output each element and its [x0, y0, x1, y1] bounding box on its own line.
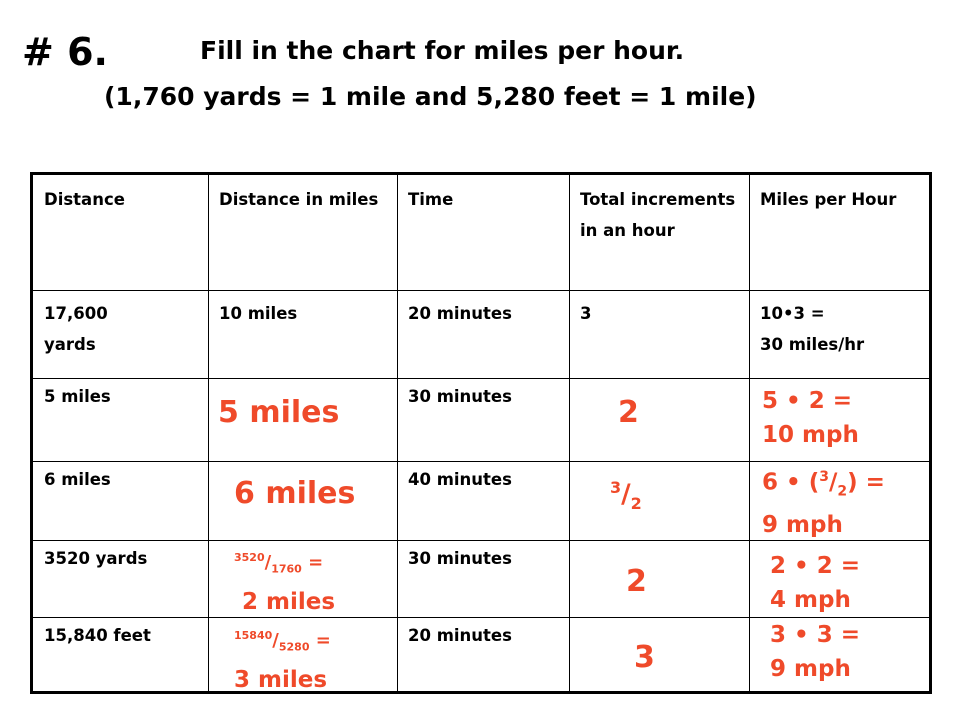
answer-line: 3520/1760 =	[234, 542, 335, 586]
row-divider	[33, 378, 929, 379]
answer-line: 6 • (3/2) =	[762, 460, 885, 508]
header-distance: Distance	[44, 190, 125, 209]
header-time: Time	[408, 190, 454, 209]
col-divider	[569, 175, 570, 691]
answer-r2-mph: 5 • 2 = 10 mph	[762, 384, 859, 452]
fraction-slash: /	[621, 479, 631, 510]
table-cell: 20 minutes	[408, 304, 512, 323]
answer-line: 10 mph	[762, 422, 859, 448]
table-cell: 10 miles	[219, 304, 298, 323]
fraction-denominator: 5280	[278, 640, 310, 654]
row-divider	[33, 617, 929, 618]
answer-line: 5 • 2 =	[762, 388, 853, 414]
fraction-numerator: 3520	[234, 551, 265, 564]
answer-line: 15840/5280 =	[234, 620, 331, 664]
table-cell: 15,840 feet	[44, 626, 151, 645]
fraction-denominator: 2	[837, 483, 848, 500]
fraction-denominator: 1760	[271, 562, 302, 576]
answer-r5-miles: 15840/5280 = 3 miles	[234, 620, 331, 696]
fraction-slash: /	[272, 630, 279, 651]
answer-r5-mph: 3 • 3 = 9 mph	[770, 618, 860, 686]
title-line-2: (1,760 yards = 1 mile and 5,280 feet = 1…	[104, 82, 757, 111]
table-cell: 20 minutes	[408, 626, 512, 645]
answer-line: 2 miles	[242, 588, 336, 615]
answer-line: 2 • 2 =	[770, 553, 861, 579]
table-cell: 40 minutes	[408, 470, 512, 489]
fraction-numerator: 15840	[234, 629, 273, 642]
header-miles-per-hour: Miles per Hour	[760, 190, 897, 209]
answer-text: ) =	[847, 469, 885, 496]
answer-line: 4 mph	[770, 587, 851, 613]
table-cell: 30 minutes	[408, 387, 512, 406]
table-cell: 10•3 = 30 miles/hr	[760, 304, 865, 354]
fraction-numerator: 3	[610, 478, 622, 497]
problem-number: # 6.	[22, 30, 108, 74]
table-cell: 3520 yards	[44, 549, 148, 568]
row-divider	[33, 461, 929, 462]
answer-r2-miles: 5 miles	[218, 395, 340, 430]
row-divider	[33, 540, 929, 541]
answer-r2-increments: 2	[618, 395, 639, 430]
col-divider	[208, 175, 209, 691]
answer-r4-increments: 2	[626, 564, 647, 599]
title-line-1: Fill in the chart for miles per hour.	[200, 36, 685, 65]
answer-r3-mph: 6 • (3/2) = 9 mph	[762, 460, 885, 542]
fraction-numerator: 3	[819, 469, 829, 485]
answer-r4-mph: 2 • 2 = 4 mph	[770, 549, 860, 617]
answer-line: 9 mph	[762, 512, 843, 539]
answer-line: 3 miles	[234, 666, 328, 693]
col-divider	[749, 175, 750, 691]
answer-text: =	[309, 630, 331, 651]
fraction-slash: /	[264, 552, 272, 573]
table-cell: 30 minutes	[408, 549, 512, 568]
table-cell: 6 miles	[44, 470, 111, 489]
header-total-increments: Total increments in an hour	[580, 190, 736, 240]
row-divider	[33, 290, 929, 291]
answer-r5-increments: 3	[634, 640, 655, 675]
answer-text: 6 • (	[762, 469, 820, 496]
mph-table: Distance Distance in miles Time Total in…	[30, 172, 932, 694]
col-divider	[397, 175, 398, 691]
table-cell: 17,600 yards	[44, 304, 108, 354]
fraction-slash: /	[828, 469, 838, 496]
answer-r3-miles: 6 miles	[234, 476, 356, 511]
table-cell: 3	[580, 304, 592, 323]
answer-r4-miles: 3520/1760 = 2 miles	[234, 542, 335, 618]
answer-text: =	[301, 552, 324, 573]
table-cell: 5 miles	[44, 387, 111, 406]
header-distance-in-miles: Distance in miles	[219, 190, 379, 209]
answer-line: 3 • 3 =	[770, 622, 861, 648]
answer-line: 9 mph	[770, 656, 851, 682]
answer-r3-increments: 3/2	[610, 478, 642, 513]
fraction-denominator: 2	[630, 493, 642, 513]
